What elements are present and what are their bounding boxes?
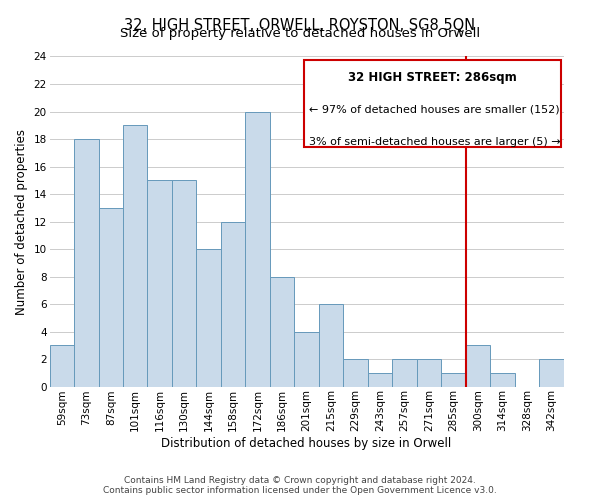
Bar bbox=[441, 373, 466, 386]
Bar bbox=[148, 180, 172, 386]
Bar bbox=[295, 332, 319, 386]
Bar bbox=[466, 346, 490, 387]
Bar bbox=[50, 346, 74, 387]
Text: Size of property relative to detached houses in Orwell: Size of property relative to detached ho… bbox=[120, 28, 480, 40]
X-axis label: Distribution of detached houses by size in Orwell: Distribution of detached houses by size … bbox=[161, 437, 452, 450]
Text: Contains HM Land Registry data © Crown copyright and database right 2024.
Contai: Contains HM Land Registry data © Crown c… bbox=[103, 476, 497, 495]
Bar bbox=[490, 373, 515, 386]
Bar bbox=[417, 359, 441, 386]
Bar bbox=[392, 359, 417, 386]
Bar bbox=[221, 222, 245, 386]
Text: 32, HIGH STREET, ORWELL, ROYSTON, SG8 5QN: 32, HIGH STREET, ORWELL, ROYSTON, SG8 5Q… bbox=[124, 18, 476, 32]
Bar bbox=[98, 208, 123, 386]
Bar bbox=[539, 359, 563, 386]
Y-axis label: Number of detached properties: Number of detached properties bbox=[15, 128, 28, 314]
Bar bbox=[368, 373, 392, 386]
Bar bbox=[304, 60, 561, 148]
Bar bbox=[270, 276, 295, 386]
Bar bbox=[245, 112, 270, 386]
Bar bbox=[343, 359, 368, 386]
Bar bbox=[196, 249, 221, 386]
Bar bbox=[319, 304, 343, 386]
Bar bbox=[74, 139, 98, 386]
Text: ← 97% of detached houses are smaller (152): ← 97% of detached houses are smaller (15… bbox=[309, 104, 560, 115]
Bar bbox=[172, 180, 196, 386]
Text: 32 HIGH STREET: 286sqm: 32 HIGH STREET: 286sqm bbox=[348, 72, 517, 85]
Bar bbox=[123, 126, 148, 386]
Text: 3% of semi-detached houses are larger (5) →: 3% of semi-detached houses are larger (5… bbox=[309, 138, 561, 147]
